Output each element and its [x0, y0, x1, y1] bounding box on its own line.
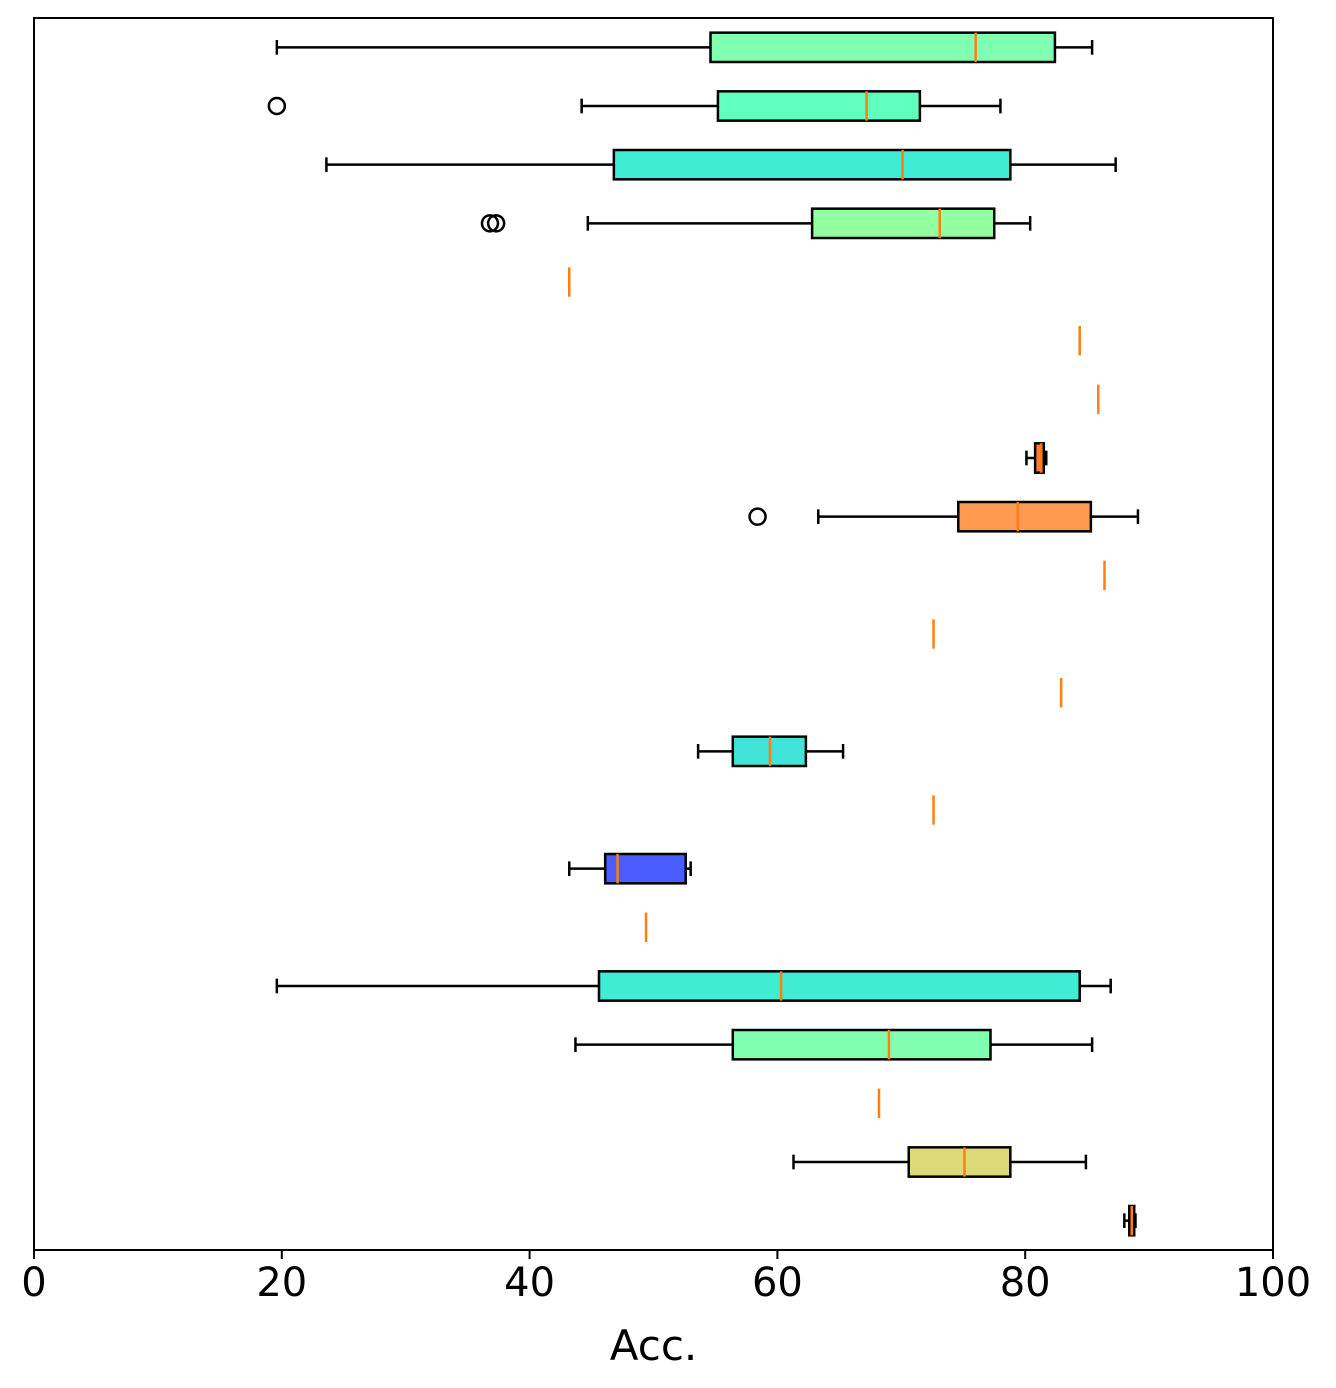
- box-iqr: [716, 90, 922, 122]
- box-1: [275, 31, 1094, 64]
- x-tick-label: 100: [1235, 1260, 1311, 1306]
- box-8: [1025, 442, 1048, 474]
- x-tick-label: 0: [21, 1260, 46, 1306]
- box-2: [267, 90, 1002, 122]
- box-13: [696, 735, 845, 768]
- boxes-layer: [267, 31, 1140, 1237]
- box-9: [748, 500, 1140, 533]
- box-17: [275, 970, 1112, 1002]
- box-iqr: [957, 500, 1093, 533]
- box-4: [480, 207, 1032, 240]
- box-iqr: [612, 148, 1012, 181]
- box-iqr: [1033, 442, 1046, 474]
- x-tick-label: 40: [504, 1260, 555, 1306]
- x-tick-label: 20: [256, 1260, 307, 1306]
- box-3: [325, 148, 1117, 181]
- box-iqr: [597, 970, 1081, 1002]
- box-21: [1123, 1204, 1137, 1237]
- plot-frame: [33, 17, 1274, 1251]
- x-tick-label: 80: [1000, 1260, 1051, 1306]
- box-iqr: [907, 1146, 1012, 1178]
- x-tick-label: 60: [752, 1260, 803, 1306]
- outlier-point: [748, 507, 767, 526]
- x-axis-label: Acc.: [610, 1321, 698, 1370]
- outlier-point: [267, 96, 287, 116]
- box-iqr: [709, 31, 1057, 64]
- box-15: [567, 852, 692, 885]
- box-20: [792, 1146, 1088, 1178]
- outlier-point: [486, 214, 506, 233]
- box-iqr: [731, 1028, 992, 1061]
- box-iqr: [810, 207, 996, 240]
- box-18: [574, 1028, 1094, 1061]
- x-axis-ticks: 0 20 40 60 80 100: [21, 1250, 1311, 1306]
- outlier-point: [480, 214, 500, 233]
